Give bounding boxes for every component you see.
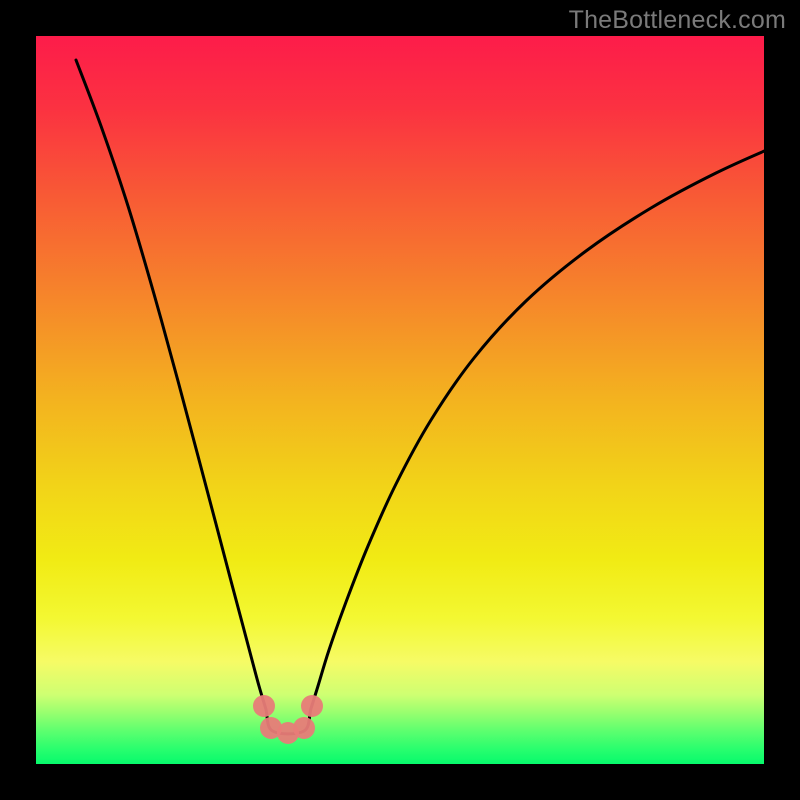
chart-plot-area [36, 36, 764, 764]
figure-container: TheBottleneck.com [0, 0, 800, 800]
watermark-text: TheBottleneck.com [569, 6, 786, 35]
